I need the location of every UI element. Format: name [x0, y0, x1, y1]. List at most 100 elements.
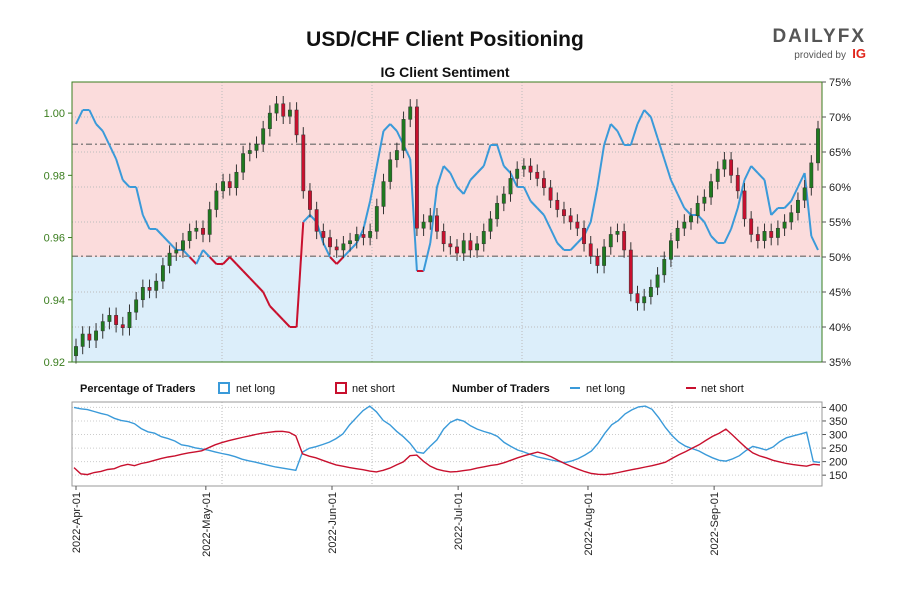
sentiment-segment-106 — [783, 200, 792, 209]
sentiment-segment-77 — [589, 186, 599, 223]
candle-12 — [154, 273, 159, 299]
candle-5 — [107, 307, 112, 330]
candle-57 — [455, 239, 459, 261]
bottom-plot-frame — [71, 401, 823, 487]
date-tick-label-3: 2022-Jul-01 — [453, 492, 465, 550]
candle-body — [394, 150, 399, 161]
candle-18 — [194, 220, 199, 240]
sentiment-segment-99 — [736, 179, 746, 209]
legend-pct-short-swatch — [335, 382, 347, 394]
candle-body — [234, 171, 239, 189]
candle-27 — [254, 136, 259, 159]
candle-body — [328, 237, 332, 248]
candle-105 — [775, 220, 780, 246]
candle-body — [461, 240, 466, 254]
candle-body — [314, 209, 319, 232]
candle-body — [675, 227, 680, 241]
sentiment-segment-38 — [329, 256, 338, 265]
candle-body — [775, 227, 780, 238]
sentiment-segment-97 — [723, 228, 733, 244]
sentiment-segment-6 — [115, 158, 124, 181]
candle-body — [120, 324, 125, 329]
sentiment-segment-17 — [188, 256, 198, 265]
candle-4 — [100, 313, 105, 339]
candle-body — [501, 193, 506, 204]
sentiment-segment-90 — [676, 193, 686, 209]
candle-body — [348, 240, 352, 245]
candle-body — [642, 296, 647, 304]
sentiment-segment-23 — [229, 256, 238, 265]
percent-tick-label-1: 40% — [829, 322, 851, 334]
candle-body — [435, 215, 439, 232]
candle-body — [702, 196, 707, 204]
candle-32 — [287, 102, 292, 124]
candle-body — [622, 231, 627, 251]
candle-61 — [481, 223, 486, 252]
legend-pct-header: Percentage of Traders — [80, 383, 196, 395]
candle-14 — [167, 245, 172, 274]
candle-body — [655, 274, 660, 288]
candle-68 — [528, 158, 533, 180]
candle-body — [287, 109, 292, 117]
sentiment-segment-34 — [302, 214, 311, 223]
candle-body — [689, 215, 693, 223]
count-tick-label-3: 300 — [829, 430, 847, 442]
logo-provided-by: provided by — [794, 50, 846, 61]
sentiment-segment-41 — [349, 242, 358, 251]
candle-body — [695, 203, 700, 217]
candle-31 — [281, 96, 286, 124]
sentiment-segment-63 — [496, 144, 505, 167]
candle-9 — [134, 292, 139, 320]
candle-body — [508, 178, 513, 195]
candle-29 — [267, 105, 272, 137]
candle-51 — [414, 99, 419, 236]
candle-body — [809, 162, 814, 189]
candle-body — [802, 187, 807, 201]
candle-body — [167, 252, 172, 266]
candle-body — [308, 190, 312, 210]
percent-tick-label-3: 50% — [829, 252, 851, 264]
count-tick-label-0: 150 — [829, 470, 847, 482]
candle-body — [455, 246, 459, 254]
price-tick-label-0: 0.92 — [44, 357, 65, 369]
candle-53 — [428, 208, 433, 230]
candle-102 — [755, 226, 760, 249]
candle-1 — [80, 326, 85, 355]
candle-body — [381, 181, 386, 207]
candle-3 — [94, 323, 98, 348]
percent-tick-label-7: 70% — [829, 112, 851, 124]
candle-body — [341, 243, 346, 251]
count-tick-label-1: 200 — [829, 457, 847, 469]
sentiment-segment-80 — [610, 123, 619, 132]
candle-body — [408, 106, 413, 120]
candle-body — [542, 178, 546, 189]
candle-23 — [227, 173, 232, 196]
sentiment-segment-43 — [362, 200, 372, 230]
sentiment-segment-54 — [436, 165, 445, 188]
sentiment-segment-61 — [482, 144, 492, 167]
candle-62 — [488, 211, 493, 240]
percent-tick-label-6: 65% — [829, 147, 851, 159]
sentiment-segment-44 — [369, 165, 378, 202]
sentiment-segment-91 — [683, 207, 692, 216]
sentiment-segment-69 — [536, 207, 545, 216]
candle-body — [602, 246, 607, 266]
price-tick-label-3: 0.98 — [44, 170, 65, 182]
candle-body — [134, 299, 139, 313]
candle-100 — [742, 183, 747, 227]
candle-70 — [542, 170, 546, 196]
sentiment-segment-30 — [275, 312, 284, 321]
candle-65 — [508, 170, 513, 202]
legend-num-long-label: net long — [586, 383, 625, 395]
sentiment-segment-67 — [522, 186, 532, 202]
candle-30 — [274, 96, 279, 121]
candle-body — [401, 119, 406, 151]
candle-15 — [174, 242, 179, 261]
sentiment-segment-59 — [469, 172, 478, 181]
sentiment-segment-102 — [757, 172, 766, 181]
candle-33 — [294, 102, 299, 143]
percent-tick-label-4: 55% — [829, 217, 851, 229]
candle-58 — [461, 232, 466, 261]
candle-26 — [247, 142, 252, 162]
candle-28 — [261, 120, 266, 152]
